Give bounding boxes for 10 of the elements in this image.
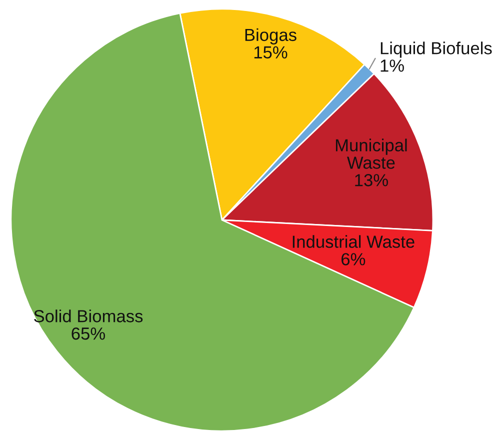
data-label: 13% bbox=[355, 174, 388, 186]
slice-label: Liquid Biofuels bbox=[380, 42, 492, 58]
slice-label: Biogas bbox=[245, 28, 296, 45]
data-label: 65% bbox=[72, 327, 105, 340]
data-label: 6% bbox=[342, 253, 366, 266]
data-label: 15% bbox=[254, 46, 288, 59]
slice-label: Industrial Waste bbox=[292, 235, 414, 248]
slice-label: Solid Biomass bbox=[34, 310, 143, 322]
data-label: 1% bbox=[380, 60, 404, 72]
slice-label: Municipal Waste bbox=[336, 138, 407, 169]
